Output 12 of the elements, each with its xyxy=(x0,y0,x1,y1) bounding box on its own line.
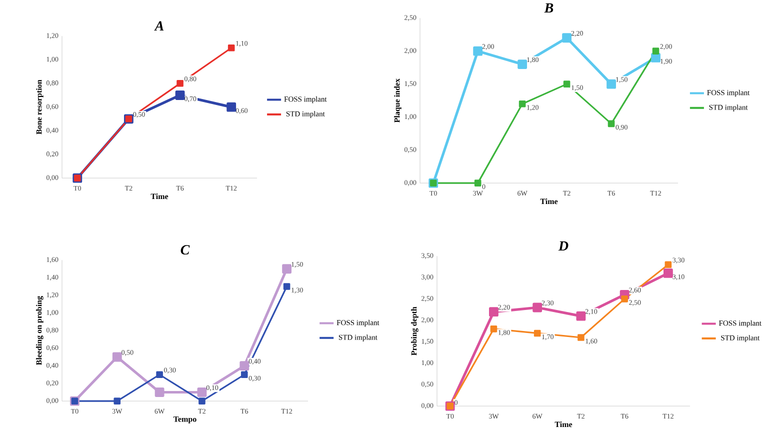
y-axis-title: Bleeding on probing xyxy=(36,296,44,365)
chart-title: B xyxy=(544,3,554,12)
x-axis-title: Time xyxy=(150,193,168,199)
y-axis-title: Bone resorption xyxy=(36,80,44,134)
x-axis-title: Tempo xyxy=(173,416,196,424)
chart-title: C xyxy=(180,244,190,254)
y-axis-title: Plaque index xyxy=(394,78,402,122)
x-axis-title: Time xyxy=(540,198,558,204)
chart-title: D xyxy=(558,241,568,250)
chart-title: A xyxy=(154,21,164,30)
x-axis-title: Time xyxy=(554,421,572,427)
y-axis-title: Probing depth xyxy=(411,306,418,356)
